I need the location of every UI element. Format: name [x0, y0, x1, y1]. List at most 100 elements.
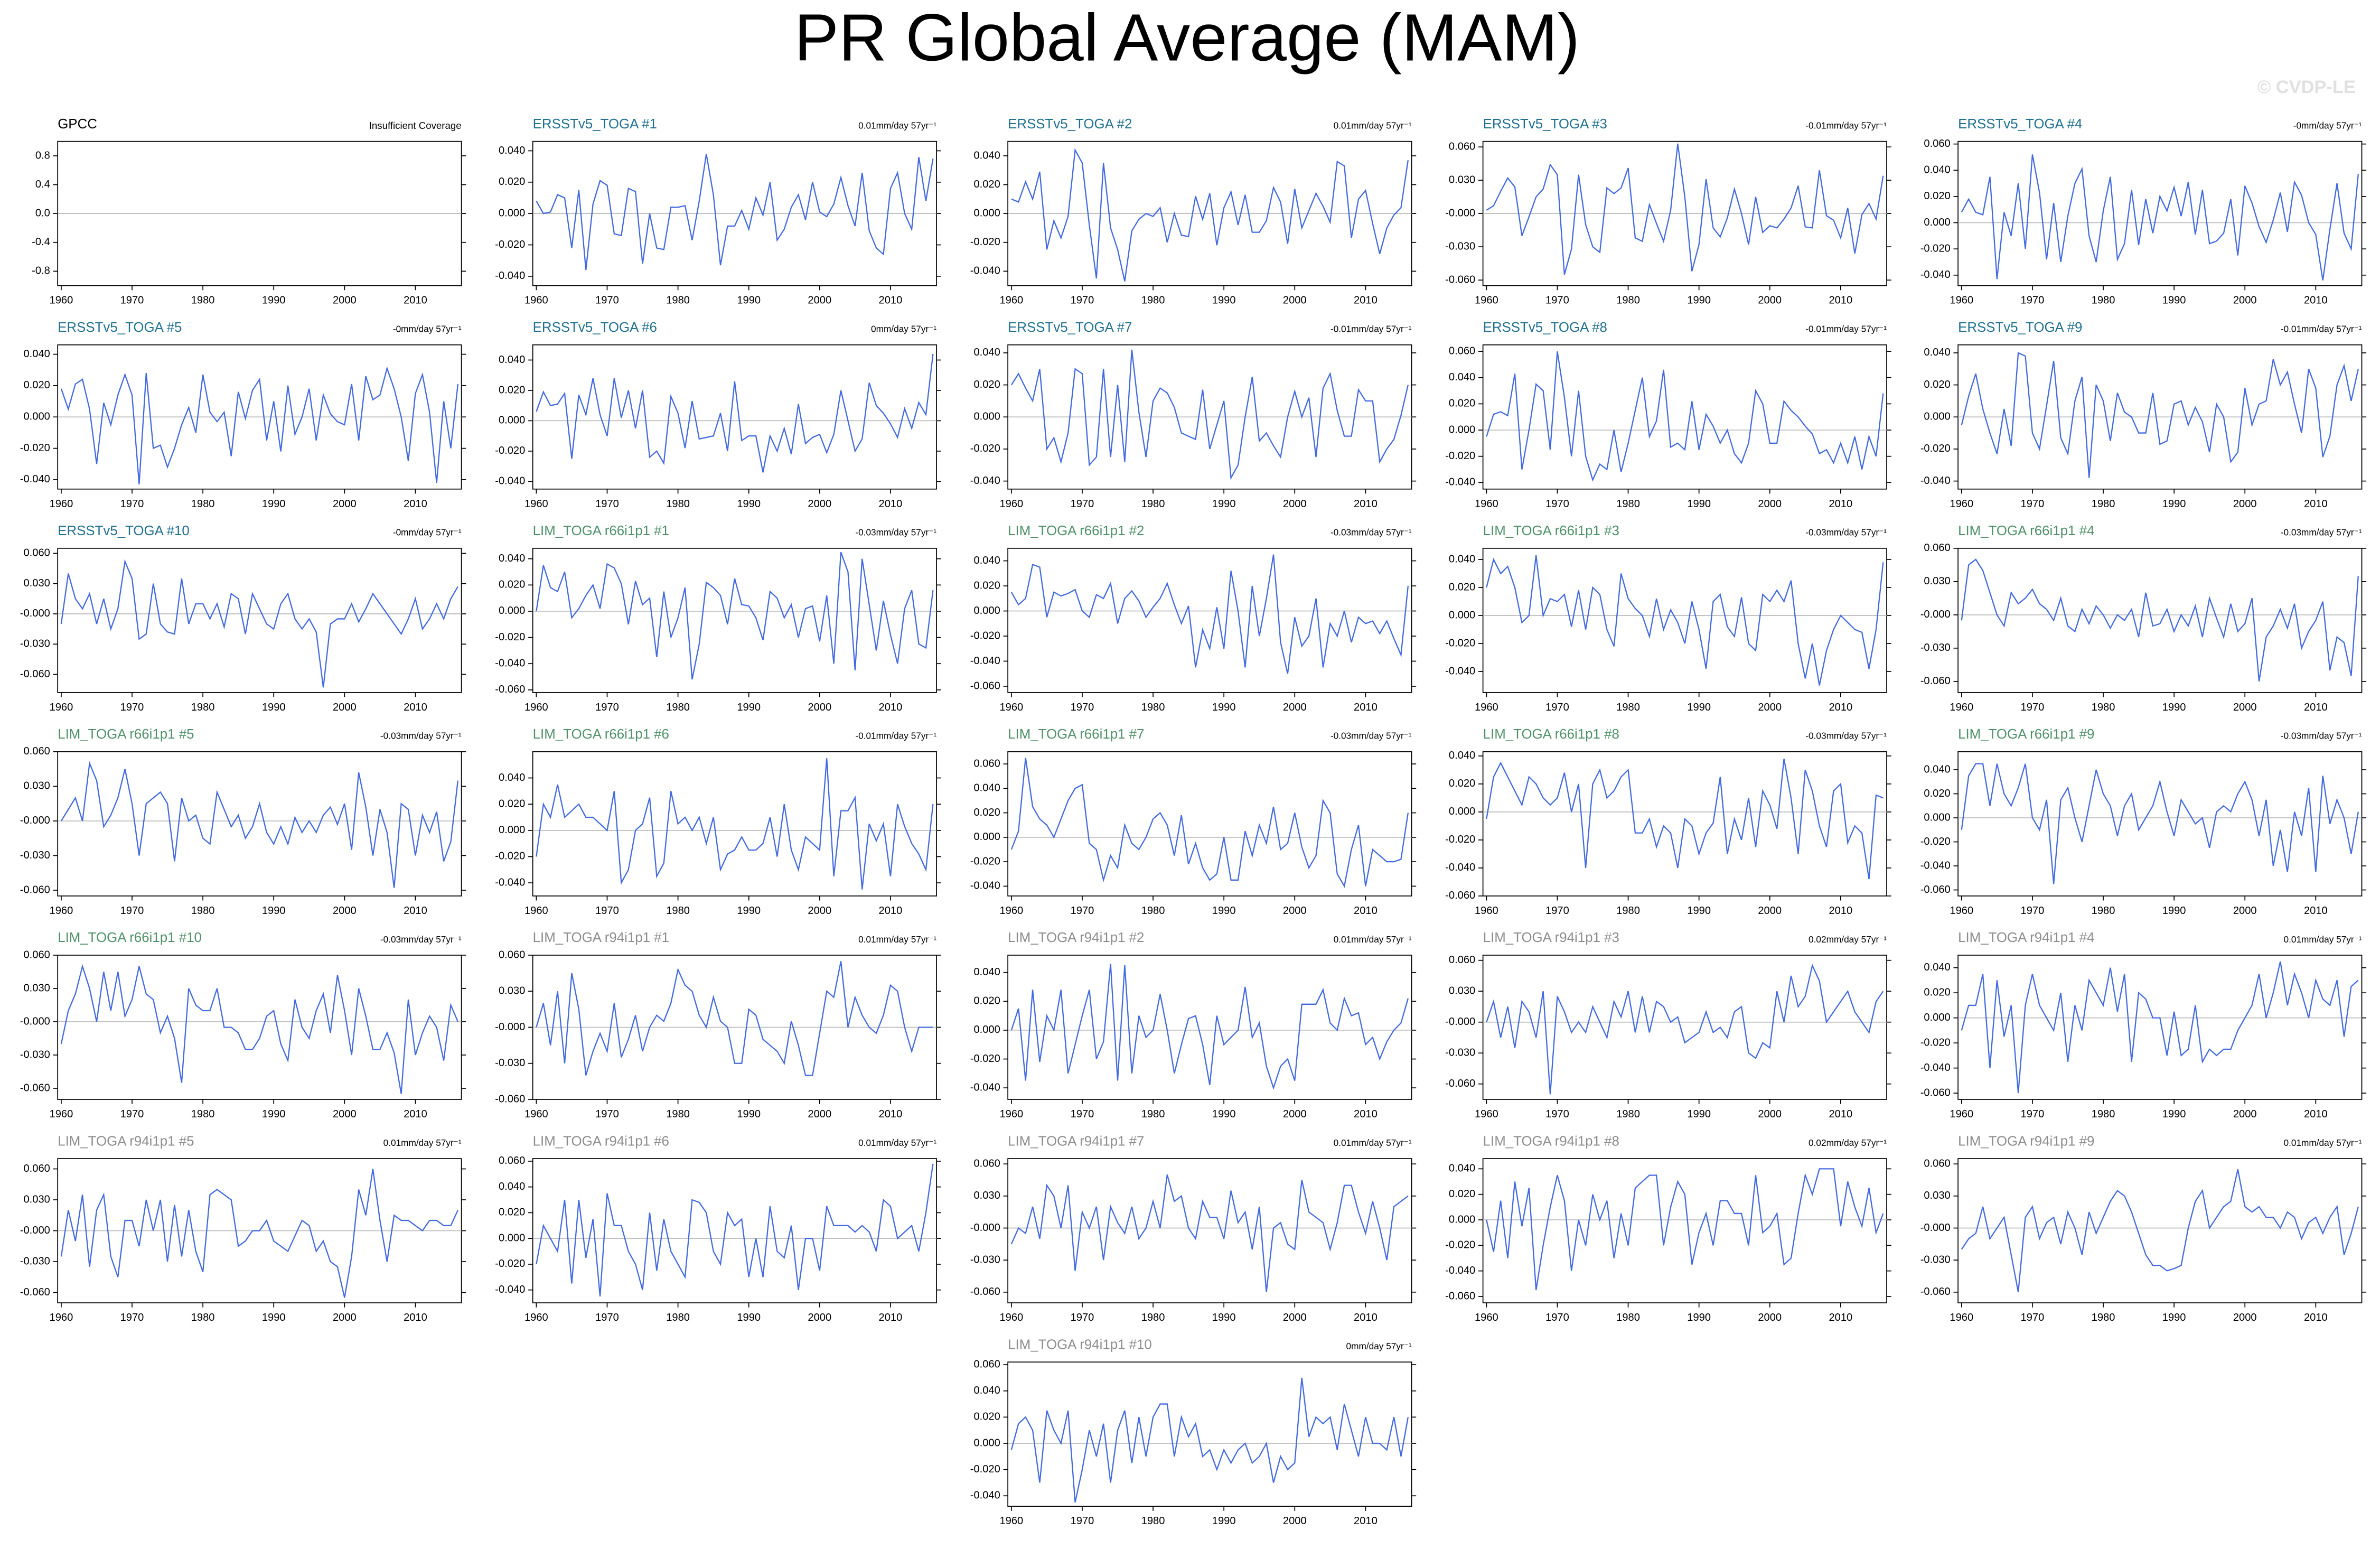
x-tick-label: 1990 — [1687, 498, 1711, 510]
series-line — [1010, 964, 1409, 1090]
x-tick-label: 1980 — [2092, 498, 2115, 510]
y-tick-label: 0.000 — [499, 824, 525, 836]
y-tick-label: 0.040 — [499, 553, 525, 564]
x-tick-label: 1970 — [2021, 1312, 2045, 1323]
y-tick-label: 0.000 — [1924, 811, 1950, 823]
x-tick-label: 2000 — [1283, 702, 1307, 713]
x-tick-label: 1960 — [999, 498, 1023, 510]
y-tick-label: -0.000 — [495, 1021, 525, 1033]
x-tick-label: 2010 — [2304, 295, 2328, 306]
trend-label: -0.03mm/day 57yr⁻¹ — [1330, 731, 1412, 741]
panel-title: LIM_TOGA r66i1p1 #8 — [1483, 727, 1619, 742]
x-tick-label: 2000 — [1283, 1108, 1307, 1120]
y-tick-label: 0.020 — [499, 579, 525, 591]
y-tick-label: 0.020 — [973, 379, 1000, 390]
plot-frame — [1007, 1158, 1412, 1303]
x-tick-label: 1970 — [1071, 295, 1094, 306]
plot-frame — [1007, 547, 1412, 693]
trend-label: -0.01mm/day 57yr⁻¹ — [855, 731, 936, 741]
x-tick-label: 2000 — [808, 498, 831, 510]
x-tick-label: 1970 — [1071, 498, 1094, 510]
x-tick-label: 2000 — [2233, 498, 2257, 510]
y-tick-label: 0.020 — [973, 179, 1000, 190]
y-tick-label: 0.000 — [24, 411, 50, 423]
x-tick-label: 1970 — [2021, 1108, 2045, 1120]
x-tick-label: 1960 — [524, 905, 548, 917]
plot-frame — [1482, 751, 1887, 897]
trend-label: 0mm/day 57yr⁻¹ — [871, 324, 936, 334]
x-tick-label: 1990 — [262, 905, 286, 917]
y-tick-label: -0.020 — [970, 630, 1000, 641]
y-tick-label: -0.040 — [970, 1490, 1000, 1501]
series-line — [1961, 961, 2359, 1094]
x-tick-label: 1970 — [2021, 905, 2045, 917]
x-tick-label: 1970 — [1071, 702, 1094, 713]
x-tick-label: 2000 — [333, 1108, 357, 1120]
x-tick-label: 1960 — [999, 1312, 1023, 1323]
x-tick-label: 1980 — [1616, 295, 1640, 306]
panel-title: LIM_TOGA r66i1p1 #6 — [533, 727, 669, 742]
y-tick-label: -0.020 — [970, 1053, 1000, 1065]
trend-label: -0.03mm/day 57yr⁻¹ — [2281, 731, 2362, 741]
x-tick-label: 2000 — [1758, 702, 1782, 713]
x-tick-label: 1980 — [666, 1312, 690, 1323]
x-tick-label: 1990 — [1212, 1312, 1236, 1323]
y-tick-label: 0.060 — [973, 1158, 1000, 1169]
panel-title: ERSSTv5_TOGA #3 — [1483, 117, 1607, 132]
plot-frame — [1957, 1158, 2363, 1303]
x-tick-label: 1980 — [1141, 498, 1165, 510]
y-tick-label: 0.060 — [1449, 345, 1475, 357]
panel-title: LIM_TOGA r94i1p1 #9 — [1958, 1134, 2094, 1149]
x-tick-label: 2000 — [1283, 905, 1307, 917]
panel-title: LIM_TOGA r66i1p1 #7 — [1008, 727, 1144, 742]
trend-label: -0.03mm/day 57yr⁻¹ — [1805, 731, 1887, 741]
x-tick-label: 1990 — [1687, 702, 1711, 713]
x-tick-label: 1960 — [1950, 295, 1973, 306]
plot-frame — [1957, 141, 2363, 286]
y-tick-label: 0.0 — [35, 207, 50, 219]
series-line — [1961, 1169, 2359, 1293]
panel-title: LIM_TOGA r94i1p1 #5 — [58, 1134, 194, 1149]
y-tick-label: 0.060 — [1924, 542, 1950, 554]
y-tick-label: -0.040 — [970, 265, 1000, 277]
x-tick-label: 1960 — [1475, 702, 1498, 713]
y-tick-label: 0.000 — [973, 411, 1000, 423]
x-tick-label: 2000 — [2233, 702, 2257, 713]
x-tick-label: 2010 — [404, 1108, 427, 1120]
y-tick-label: 0.040 — [973, 150, 1000, 161]
y-tick-label: 0.000 — [1449, 424, 1475, 435]
x-tick-label: 1970 — [2021, 295, 2045, 306]
y-tick-label: -0.040 — [1445, 1265, 1475, 1276]
x-tick-label: 1970 — [120, 702, 144, 713]
y-tick-label: 0.030 — [499, 985, 525, 997]
trend-label: -0.03mm/day 57yr⁻¹ — [380, 731, 462, 741]
trend-label: -0.03mm/day 57yr⁻¹ — [2281, 527, 2362, 538]
y-tick-label: 0.020 — [1449, 398, 1475, 409]
y-tick-label: -0.060 — [20, 1082, 50, 1094]
y-tick-label: -0.040 — [1920, 269, 1951, 281]
panel-title: ERSSTv5_TOGA #10 — [58, 524, 190, 538]
trend-label: 0.01mm/day 57yr⁻¹ — [858, 1137, 936, 1148]
x-tick-label: 2010 — [1354, 498, 1378, 510]
x-tick-label: 1980 — [1141, 1515, 1165, 1527]
x-tick-label: 2010 — [404, 905, 427, 917]
series-line — [536, 154, 934, 270]
x-tick-label: 1960 — [524, 702, 548, 713]
x-tick-label: 1960 — [999, 905, 1023, 917]
y-tick-label: 0.040 — [24, 348, 50, 360]
y-tick-label: -0.060 — [20, 668, 50, 680]
x-tick-label: 2000 — [333, 295, 357, 306]
x-tick-label: 1990 — [737, 702, 761, 713]
y-tick-label: 0.020 — [973, 1411, 1000, 1423]
x-tick-label: 1970 — [1545, 498, 1569, 510]
series-line — [1486, 758, 1884, 880]
x-tick-label: 2010 — [1829, 295, 1852, 306]
annotation: Insufficient Coverage — [369, 120, 462, 131]
x-tick-label: 2010 — [1829, 498, 1852, 510]
series-line — [1011, 148, 1409, 282]
x-tick-label: 1960 — [1950, 1108, 1973, 1120]
panel-title: LIM_TOGA r94i1p1 #2 — [1008, 930, 1144, 945]
x-tick-label: 1960 — [524, 1108, 548, 1120]
x-tick-label: 2000 — [2233, 1108, 2257, 1120]
